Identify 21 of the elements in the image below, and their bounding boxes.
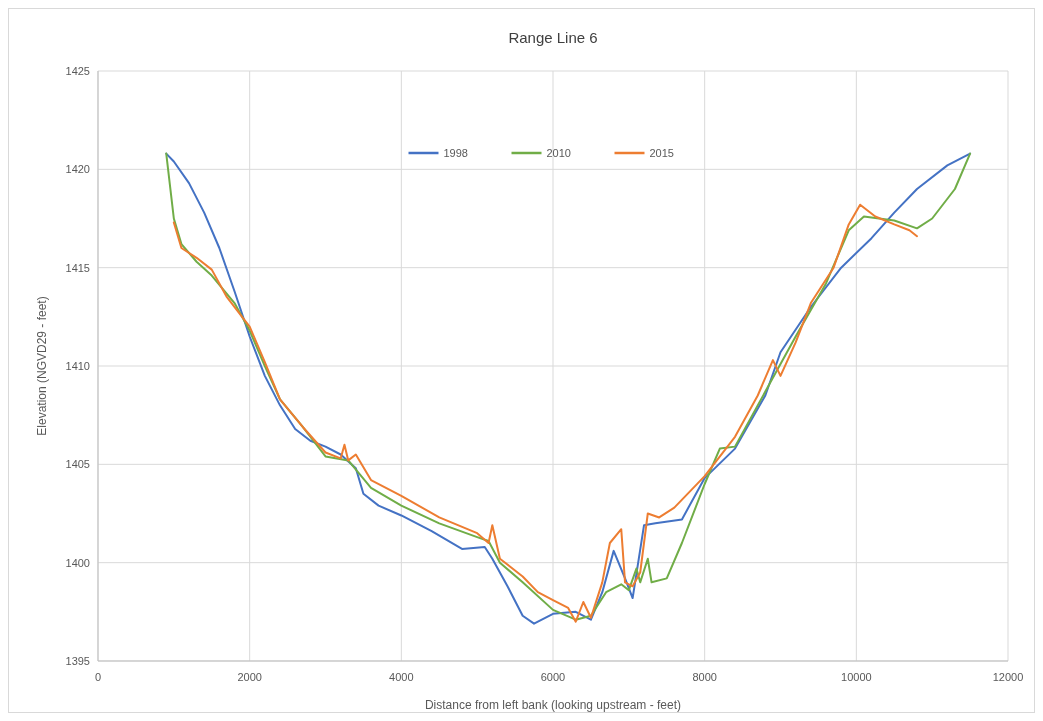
y-axis-title: Elevation (NGVD29 - feet): [35, 296, 49, 436]
line-series: [172, 203, 918, 623]
y-tick-label: 1420: [65, 163, 90, 176]
y-tick-label: 1410: [65, 359, 90, 372]
chart-title: Range Line 6: [508, 29, 598, 46]
legend-label: 2010: [546, 146, 571, 159]
y-tick-label: 1425: [65, 64, 90, 77]
x-tick-label: 2000: [237, 671, 262, 683]
x-axis-title: Distance from left bank (looking upstream - feet): [424, 698, 682, 712]
x-tick-label: 4000: [389, 671, 414, 683]
x-tick-label: 10000: [841, 671, 872, 683]
x-tick-label: 0: [94, 671, 102, 683]
x-tick-label: 6000: [540, 671, 566, 683]
legend-label: 1998: [443, 146, 468, 159]
legend-label: 2015: [649, 146, 674, 159]
x-tick-label: 8000: [692, 671, 717, 683]
y-tick-label: 1415: [65, 261, 90, 274]
y-tick-label: 1395: [65, 654, 90, 667]
y-tick-label: 1400: [65, 556, 90, 569]
y-tick-label: 1405: [65, 458, 90, 471]
x-tick-label: 12000: [992, 671, 1024, 683]
